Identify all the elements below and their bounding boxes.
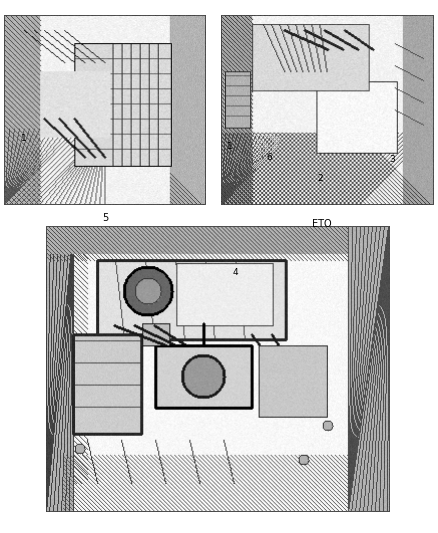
Text: 4: 4	[233, 269, 238, 277]
Text: 3: 3	[389, 156, 395, 164]
Text: ETO: ETO	[312, 219, 332, 229]
Text: 6: 6	[266, 153, 272, 161]
Text: 5: 5	[102, 213, 108, 223]
Text: 1: 1	[21, 134, 27, 143]
Text: 2: 2	[317, 174, 322, 183]
Text: 1: 1	[227, 142, 233, 151]
